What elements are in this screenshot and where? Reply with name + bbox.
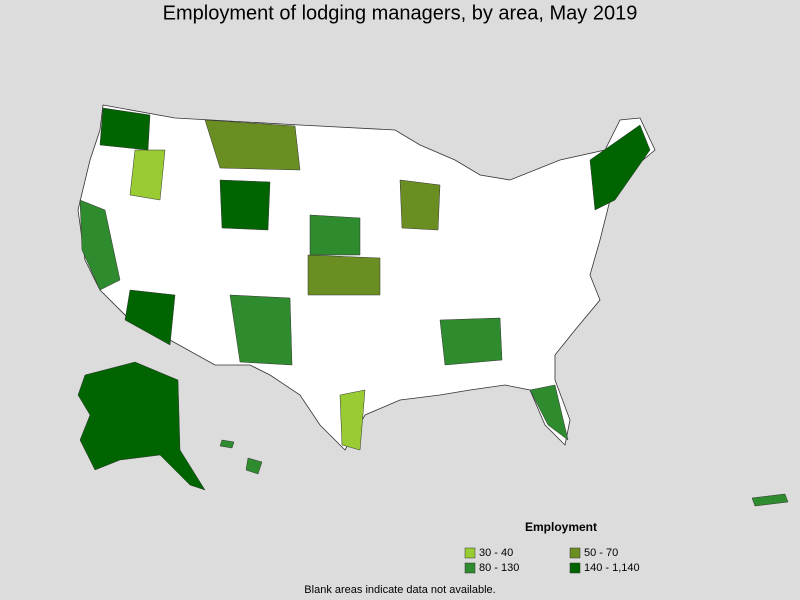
- kansas-region: [307, 254, 381, 296]
- california-region: [79, 199, 121, 291]
- legend-label: 140 - 1,140: [584, 562, 640, 574]
- florida-region: [529, 384, 569, 441]
- legend: 30 - 40 50 - 70 80 - 130 140 - 1,140: [464, 547, 640, 574]
- washington-region: [99, 107, 151, 151]
- texas-region: [339, 389, 366, 451]
- arizona-region: [124, 289, 176, 346]
- wyoming-region: [219, 179, 271, 231]
- legend-swatch: [464, 562, 476, 574]
- legend-swatch: [569, 562, 581, 574]
- legend-label: 30 - 40: [479, 547, 513, 559]
- oregon-region: [129, 149, 166, 201]
- map-title: Employment of lodging managers, by area,…: [163, 2, 638, 24]
- nebraska-region: [309, 214, 361, 256]
- montana-region: [204, 119, 301, 171]
- puerto-rico: [751, 493, 789, 507]
- alaska: [77, 361, 206, 491]
- hawaii: [245, 457, 263, 475]
- legend-swatch: [569, 547, 581, 559]
- new-mexico-region: [229, 294, 293, 366]
- legend-swatch: [464, 547, 476, 559]
- hawaii-islands: [219, 439, 235, 449]
- footnote: Blank areas indicate data not available.: [304, 584, 495, 596]
- south-region: [439, 317, 503, 366]
- legend-label: 80 - 130: [479, 562, 519, 574]
- northeast-region: [589, 124, 651, 211]
- legend-title: Employment: [525, 520, 597, 534]
- legend-label: 50 - 70: [584, 547, 618, 559]
- midwest-region: [399, 179, 441, 231]
- map: [77, 104, 789, 507]
